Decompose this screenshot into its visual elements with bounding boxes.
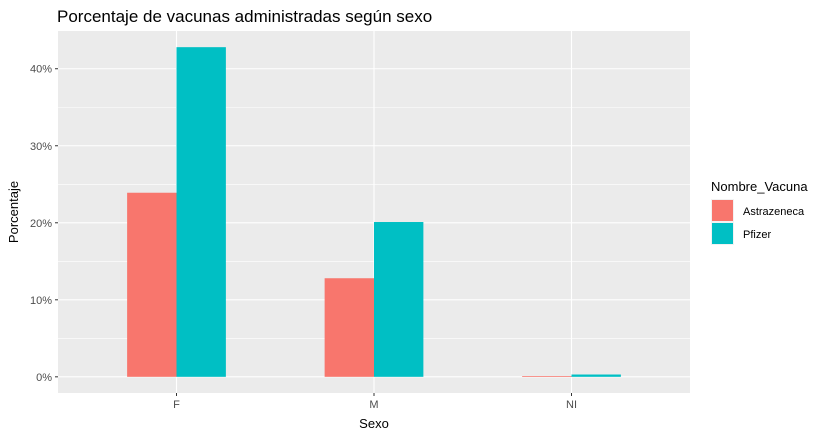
y-tick-label: 20% <box>30 218 52 230</box>
legend-label-astrazeneca: Astrazeneca <box>743 206 805 218</box>
y-tick-label: 30% <box>30 141 52 153</box>
y-axis-title: Porcentaje <box>6 181 21 243</box>
y-axis: 0% 10% 20% 30% 40% <box>30 64 58 384</box>
legend-title: Nombre_Vacuna <box>711 179 808 194</box>
x-axis-title: Sexo <box>359 416 389 431</box>
x-axis: F M NI <box>173 393 577 411</box>
legend-label-pfizer: Pfizer <box>743 229 771 241</box>
bar-astrazeneca-m <box>324 278 374 377</box>
y-tick-label: 10% <box>30 295 52 307</box>
x-tick-label: F <box>173 399 180 411</box>
bar-pfizer-m <box>374 222 424 377</box>
bar-astrazeneca-ni <box>522 376 572 377</box>
chart-title: Porcentaje de vacunas administradas segú… <box>57 7 432 26</box>
bar-astrazeneca-f <box>127 192 177 377</box>
bar-pfizer-ni <box>571 374 621 377</box>
bar-pfizer-f <box>176 47 226 377</box>
x-tick-label: NI <box>566 399 577 411</box>
y-tick-label: 0% <box>36 372 52 384</box>
legend-swatch-pfizer <box>712 223 733 244</box>
x-tick-label: M <box>369 399 378 411</box>
bars <box>127 47 621 377</box>
legend: Nombre_Vacuna Astrazeneca Pfizer <box>711 179 808 245</box>
y-tick-label: 40% <box>30 64 52 76</box>
legend-swatch-astrazeneca <box>712 200 733 221</box>
